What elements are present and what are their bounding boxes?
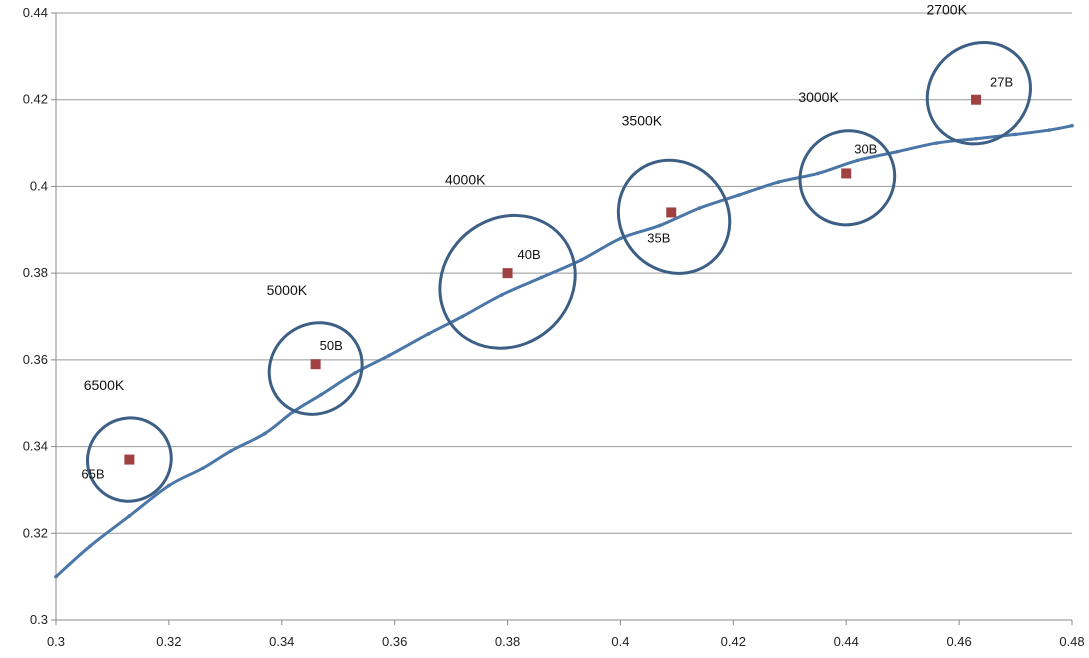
x-tick-label: 0.3: [47, 634, 65, 649]
point-label: 40B: [518, 247, 541, 262]
locus-marker: [319, 392, 324, 397]
locus-marker: [539, 275, 544, 280]
locus-marker: [974, 136, 978, 141]
macadam-ellipse: [925, 40, 1032, 146]
locus-marker: [229, 449, 233, 453]
locus-marker: [127, 514, 132, 518]
point-label: 50B: [320, 338, 343, 353]
y-tick-label: 0.32: [23, 525, 48, 540]
data-point: [124, 454, 135, 465]
point-label: 35B: [647, 230, 670, 245]
y-tick-label: 0.36: [23, 352, 48, 367]
macadam-ellipse: [438, 213, 577, 350]
locus-marker: [697, 206, 702, 210]
label-group: 6500K 5000K 4000K 3500K 3000K 2700K 65B 50B 40B 3…: [81, 2, 1013, 482]
locus-marker: [579, 258, 583, 262]
y-tick-labels: 0.3 0.32 0.34 0.36 0.38 0.4 0.42 0.44: [23, 5, 48, 627]
locus-marker: [658, 223, 662, 228]
cct-label: 3000K: [798, 89, 839, 105]
y-tick-label: 0.4: [30, 178, 48, 193]
locus-marker: [167, 483, 171, 488]
x-tick-label: 0.38: [495, 634, 520, 649]
cct-label: 2700K: [926, 2, 967, 18]
data-point: [666, 207, 677, 218]
locus-marker: [776, 180, 781, 184]
locus-series: [54, 123, 1074, 579]
ellipse-group: [86, 40, 1032, 503]
locus-marker: [895, 149, 899, 154]
locus-marker: [1013, 132, 1018, 137]
x-tick-label: 0.32: [156, 634, 181, 649]
locus-marker: [855, 158, 860, 163]
macadam-ellipse: [616, 158, 732, 275]
point-label: 30B: [854, 141, 877, 156]
cct-label: 3500K: [622, 113, 663, 129]
x-tick-label: 0.34: [269, 634, 294, 649]
locus-marker: [387, 353, 391, 358]
macadam-ellipse: [798, 129, 897, 227]
x-tick-labels: 0.3 0.32 0.34 0.36 0.38 0.4 0.42 0.44 0.46 0.48: [47, 634, 1085, 649]
y-tick-label: 0.38: [23, 265, 48, 280]
x-tick-label: 0.44: [834, 634, 859, 649]
x-tick-label: 0.48: [1059, 634, 1084, 649]
y-tick-label: 0.3: [30, 612, 48, 627]
cct-label: 5000K: [267, 282, 308, 298]
data-point: [310, 359, 321, 370]
y-tick-label: 0.34: [23, 439, 48, 454]
cct-label: 6500K: [84, 377, 125, 393]
locus-marker: [1070, 123, 1074, 128]
point-label: 65B: [81, 467, 104, 482]
locus-marker: [934, 141, 939, 145]
locus-marker: [1047, 128, 1052, 132]
locus-marker: [500, 293, 504, 297]
locus-marker: [426, 332, 431, 336]
y-tick-label: 0.44: [23, 5, 48, 20]
x-tick-label: 0.42: [721, 634, 746, 649]
locus-marker: [618, 236, 623, 241]
macadam-ellipse: [86, 416, 173, 503]
data-point: [971, 94, 982, 105]
data-point: [502, 268, 513, 279]
grid-lines: [56, 12, 1072, 534]
point-label: 27B: [990, 75, 1013, 90]
axes: [51, 12, 1073, 625]
x-tick-label: 0.36: [382, 634, 407, 649]
locus-line: [54, 124, 1073, 578]
x-tick-label: 0.46: [946, 634, 971, 649]
locus-marker: [353, 371, 357, 375]
cct-label: 4000K: [445, 172, 486, 188]
locus-marker: [816, 171, 820, 176]
x-tick-label: 0.4: [611, 634, 629, 649]
macadam-ellipse: [267, 321, 364, 416]
y-tick-label: 0.42: [23, 92, 48, 107]
locus-marker: [54, 574, 58, 579]
locus-marker: [263, 431, 267, 436]
locus-marker: [460, 314, 465, 319]
point-group: [124, 94, 982, 465]
locus-marker: [88, 544, 92, 549]
locus-marker: [200, 466, 205, 471]
locus-marker: [737, 193, 741, 197]
data-point: [841, 168, 852, 179]
